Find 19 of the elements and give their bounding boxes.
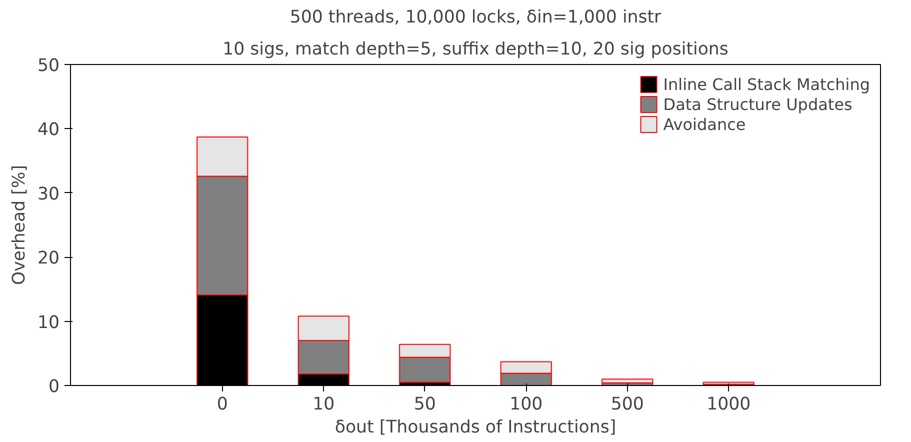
x-tick-label: 50	[414, 394, 436, 414]
x-tick-label: 1000	[706, 394, 751, 414]
x-tick-label: 0	[216, 394, 228, 414]
x-axis-title: δout [Thousands of Instructions]	[334, 418, 616, 438]
y-tick-label: 40	[37, 120, 60, 140]
y-tick-label: 30	[37, 184, 60, 204]
x-tick-label: 10	[312, 394, 335, 414]
y-tick-label: 10	[37, 312, 60, 333]
x-tick-label: 100	[510, 394, 543, 414]
y-axis-title: Overhead [%]	[9, 164, 30, 286]
y-tick-label: 20	[37, 248, 60, 269]
y-tick-label: 50	[37, 56, 60, 76]
legend-label: Avoidance	[663, 114, 746, 134]
legend-label: Inline Call Stack Matching	[663, 74, 870, 94]
x-tick-label: 500	[610, 394, 644, 414]
chart-title: 500 threads, 10,000 locks, δin=1,000 instr	[290, 8, 662, 28]
chart-subtitle: 10 sigs, match depth=5, suffix depth=10, 20 sig positions	[222, 40, 728, 60]
y-tick-label: 0	[48, 377, 60, 397]
legend-label: Data Structure Updates	[663, 94, 852, 114]
